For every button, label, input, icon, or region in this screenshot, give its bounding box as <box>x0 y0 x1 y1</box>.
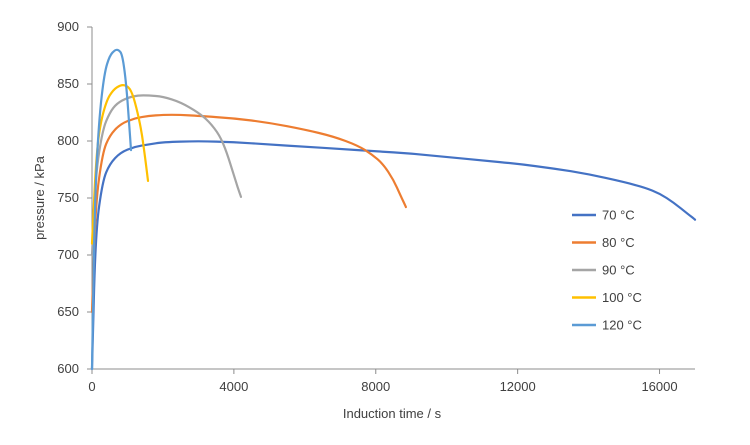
x-tick-label: 12000 <box>500 379 536 394</box>
series-line-70-c <box>90 140 697 371</box>
y-tick-label: 600 <box>57 361 79 376</box>
series-line-90-c <box>90 94 243 257</box>
x-ticks: 0 4000 8000 12000 16000 <box>88 369 678 394</box>
legend-label: 80 °C <box>602 235 635 250</box>
series-line-80-c <box>90 113 408 314</box>
legend-label: 100 °C <box>602 290 642 305</box>
legend-label: 70 °C <box>602 208 635 223</box>
y-tick-label: 850 <box>57 76 79 91</box>
x-tick-label: 16000 <box>641 379 677 394</box>
y-tick-label: 900 <box>57 19 79 34</box>
legend-label: 90 °C <box>602 263 635 278</box>
y-axis-title: pressure / kPa <box>32 155 47 240</box>
x-tick-label: 0 <box>88 379 95 394</box>
y-tick-label: 700 <box>57 247 79 262</box>
y-tick-label: 750 <box>57 190 79 205</box>
y-ticks: 600 650 700 750 800 850 900 <box>57 19 92 376</box>
y-tick-label: 650 <box>57 304 79 319</box>
series-line-120-c <box>90 48 133 371</box>
legend-label: 120 °C <box>602 318 642 333</box>
legend: 70 °C 80 °C 90 °C 100 °C 120 °C <box>572 208 642 333</box>
x-tick-label: 8000 <box>361 379 390 394</box>
x-axis-title: Induction time / s <box>343 406 442 421</box>
series-layer <box>90 48 697 371</box>
x-tick-label: 4000 <box>219 379 248 394</box>
y-tick-label: 800 <box>57 133 79 148</box>
